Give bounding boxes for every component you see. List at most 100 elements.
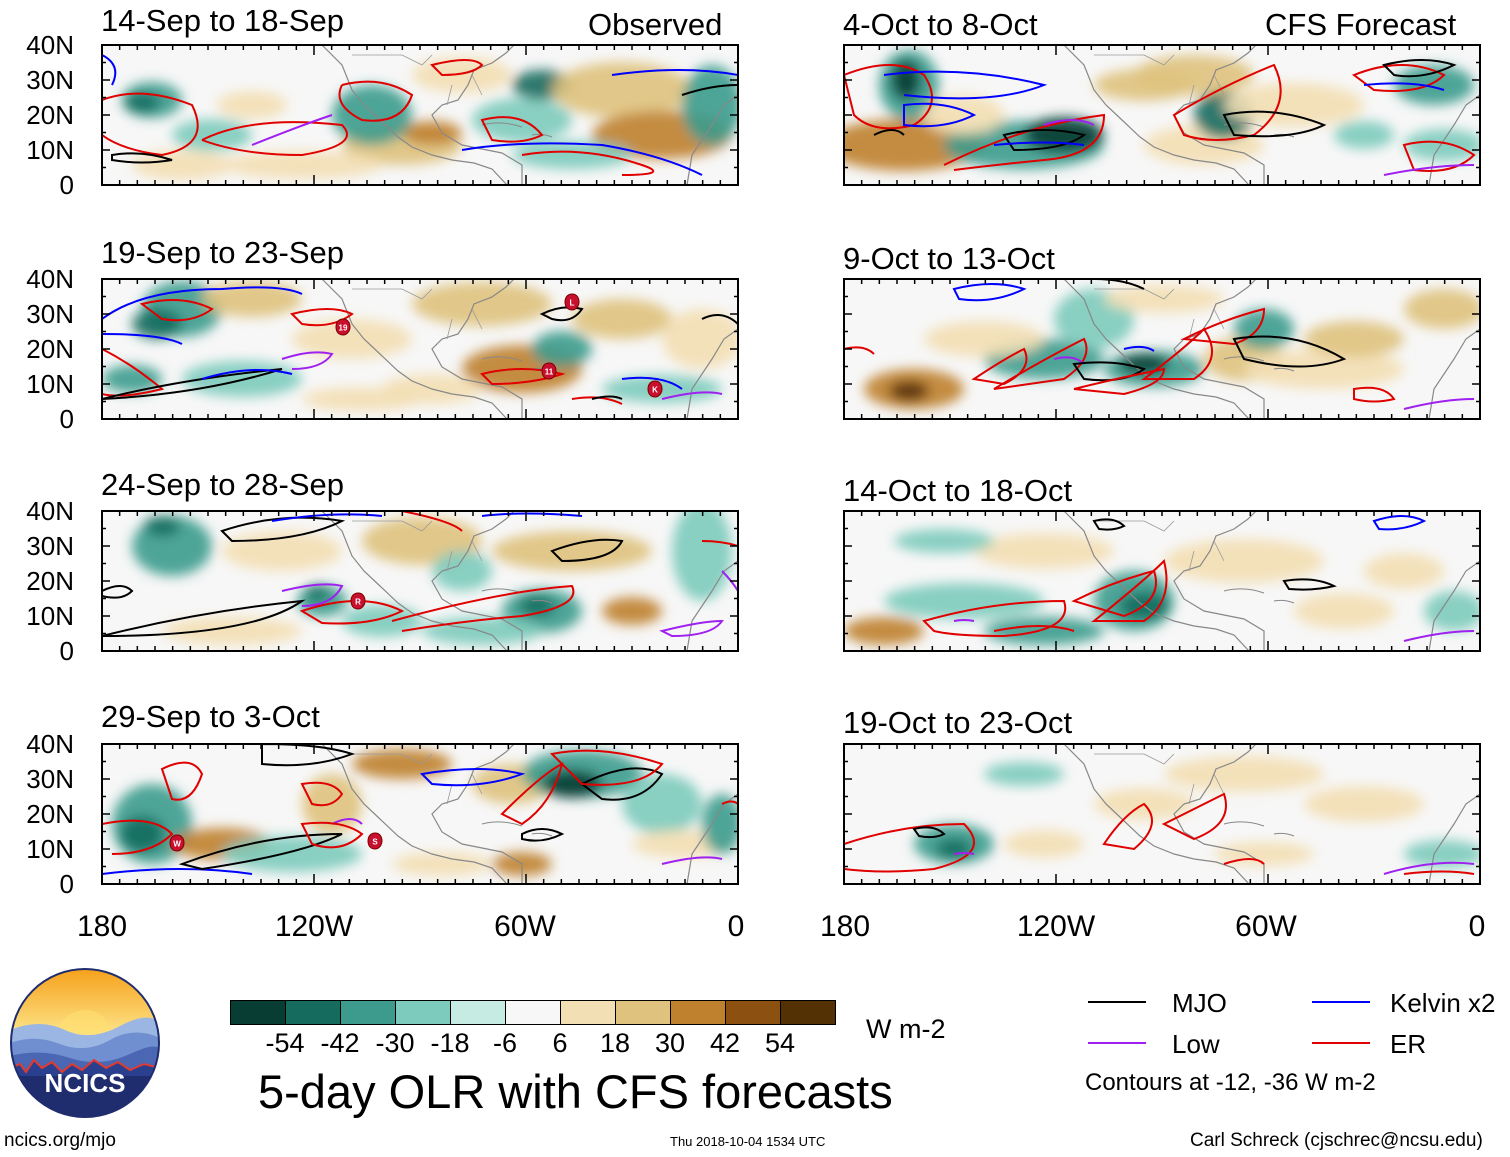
legend-kelvin-label: Kelvin x2: [1390, 988, 1496, 1018]
legend-er-line: [1312, 1042, 1370, 1044]
ncics-logo-icon: NCICS: [10, 968, 160, 1118]
x-label-60w-right: 60W: [1235, 910, 1297, 943]
panel-title-fc3: 14-Oct to 18-Oct: [843, 473, 1073, 508]
colorbar-tick-label: -42: [320, 1028, 360, 1058]
panel-title-obs1: 14-Sep to 18-Sep: [101, 3, 345, 38]
olr-map-obs4: [102, 744, 738, 884]
x-label-120w-left: 120W: [274, 910, 354, 943]
svg-text:11: 11: [545, 368, 554, 377]
colorbar-tick-label: -18: [430, 1028, 470, 1058]
storm-marker: K: [647, 380, 663, 398]
ncics-logo: NCICS: [10, 968, 160, 1118]
colorbar-tick-label: 30: [654, 1028, 686, 1058]
colorbar-swatch: [725, 1000, 781, 1025]
y-axis-label: 0: [59, 404, 74, 434]
y-axis-label: 10N: [26, 834, 74, 864]
y-axis-label: 30N: [26, 65, 74, 95]
hurricane-icon: K: [647, 380, 663, 398]
panel-title-obs3: 24-Sep to 28-Sep: [101, 467, 345, 502]
colorbar-swatch: [560, 1000, 616, 1025]
colorbar-swatch: [395, 1000, 451, 1025]
svg-text:K: K: [652, 386, 658, 395]
y-axis-label: 10N: [26, 135, 74, 165]
observed-header: Observed: [588, 7, 723, 42]
olr-map-fc2: [844, 279, 1480, 419]
colorbar-tick-label: 6: [552, 1028, 568, 1058]
y-axis-label: 40N: [26, 30, 74, 60]
colorbar-tick-label: -30: [375, 1028, 415, 1058]
y-axis-label: 20N: [26, 100, 74, 130]
svg-text:S: S: [372, 838, 378, 847]
colorbar-swatch: [230, 1000, 286, 1025]
colorbar-tick-label: 54: [764, 1028, 796, 1058]
y-axis-label: 20N: [26, 799, 74, 829]
legend-low-label: Low: [1172, 1029, 1220, 1059]
y-axis-label: 30N: [26, 764, 74, 794]
hurricane-icon: W: [169, 834, 185, 852]
legend-mjo-label: MJO: [1172, 988, 1227, 1018]
storm-marker: 11: [541, 362, 557, 380]
olr-map-fc4: [844, 744, 1480, 884]
colorbar-tick-label: -54: [265, 1028, 305, 1058]
y-axis-label: 30N: [26, 299, 74, 329]
x-label-0-left: 0: [727, 910, 745, 943]
storm-marker: 19: [335, 318, 351, 336]
y-axis-label: 0: [59, 636, 74, 666]
svg-text:19: 19: [339, 324, 348, 333]
colorbar-swatch: [285, 1000, 341, 1025]
svg-text:L: L: [570, 299, 575, 308]
main-title: 5-day OLR with CFS forecasts: [258, 1065, 893, 1118]
olr-map-obs3: [102, 511, 738, 651]
colorbar-tick-label: -6: [492, 1028, 518, 1058]
storm-marker: W: [169, 834, 185, 852]
y-axis-label: 10N: [26, 369, 74, 399]
cfs-forecast-header: CFS Forecast: [1265, 7, 1457, 42]
logo-text: NCICS: [45, 1068, 126, 1098]
y-axis-label: 40N: [26, 729, 74, 759]
colorbar-swatch: [450, 1000, 506, 1025]
x-label-180-left: 180: [76, 910, 128, 943]
footer-url[interactable]: ncics.org/mjo: [4, 1130, 116, 1151]
legend-mjo-line: [1088, 1001, 1146, 1003]
storm-marker: L: [564, 293, 580, 311]
panel-title-obs4: 29-Sep to 3-Oct: [101, 699, 320, 734]
olr-map-obs1: [102, 45, 738, 185]
footer-credit: Carl Schreck (cjschrec@ncsu.edu): [1190, 1130, 1483, 1151]
storm-marker: S: [367, 832, 383, 850]
svg-text:R: R: [355, 598, 361, 607]
x-label-120w-right: 120W: [1016, 910, 1096, 943]
colorbar-swatch: [780, 1000, 836, 1025]
y-axis-label: 10N: [26, 601, 74, 631]
legend-kelvin-line: [1312, 1001, 1370, 1003]
colorbar-swatch: [340, 1000, 396, 1025]
y-axis-label: 0: [59, 869, 74, 899]
hurricane-icon: L: [564, 293, 580, 311]
svg-text:W: W: [173, 840, 181, 849]
panel-title-fc2: 9-Oct to 13-Oct: [843, 241, 1055, 276]
colorbar-swatch: [615, 1000, 671, 1025]
olr-map-obs2: [102, 279, 738, 419]
x-label-0-right: 0: [1468, 910, 1486, 943]
hurricane-icon: 11: [541, 362, 557, 380]
panel-title-fc1: 4-Oct to 8-Oct: [843, 7, 1038, 42]
y-axis-label: 0: [59, 170, 74, 200]
legend-er-label: ER: [1390, 1029, 1427, 1059]
y-axis-label: 20N: [26, 566, 74, 596]
y-axis-label: 40N: [26, 496, 74, 526]
footer-timestamp: Thu 2018-10-04 1534 UTC: [670, 1134, 826, 1149]
legend-low-line: [1088, 1042, 1146, 1044]
hurricane-icon: 19: [335, 318, 351, 336]
y-axis-label: 30N: [26, 531, 74, 561]
colorbar-tick-label: 42: [709, 1028, 741, 1058]
olr-map-fc1: [844, 45, 1480, 185]
hurricane-icon: R: [350, 592, 366, 610]
x-label-60w-left: 60W: [494, 910, 556, 943]
y-axis-label: 20N: [26, 334, 74, 364]
panel-title-fc4: 19-Oct to 23-Oct: [843, 705, 1073, 740]
olr-map-fc3: [844, 511, 1480, 651]
colorbar-swatch: [670, 1000, 726, 1025]
legend-note: Contours at -12, -36 W m-2: [1085, 1069, 1376, 1096]
hurricane-icon: S: [367, 832, 383, 850]
colorbar-units: W m-2: [866, 1014, 946, 1044]
panel-title-obs2: 19-Sep to 23-Sep: [101, 235, 345, 270]
